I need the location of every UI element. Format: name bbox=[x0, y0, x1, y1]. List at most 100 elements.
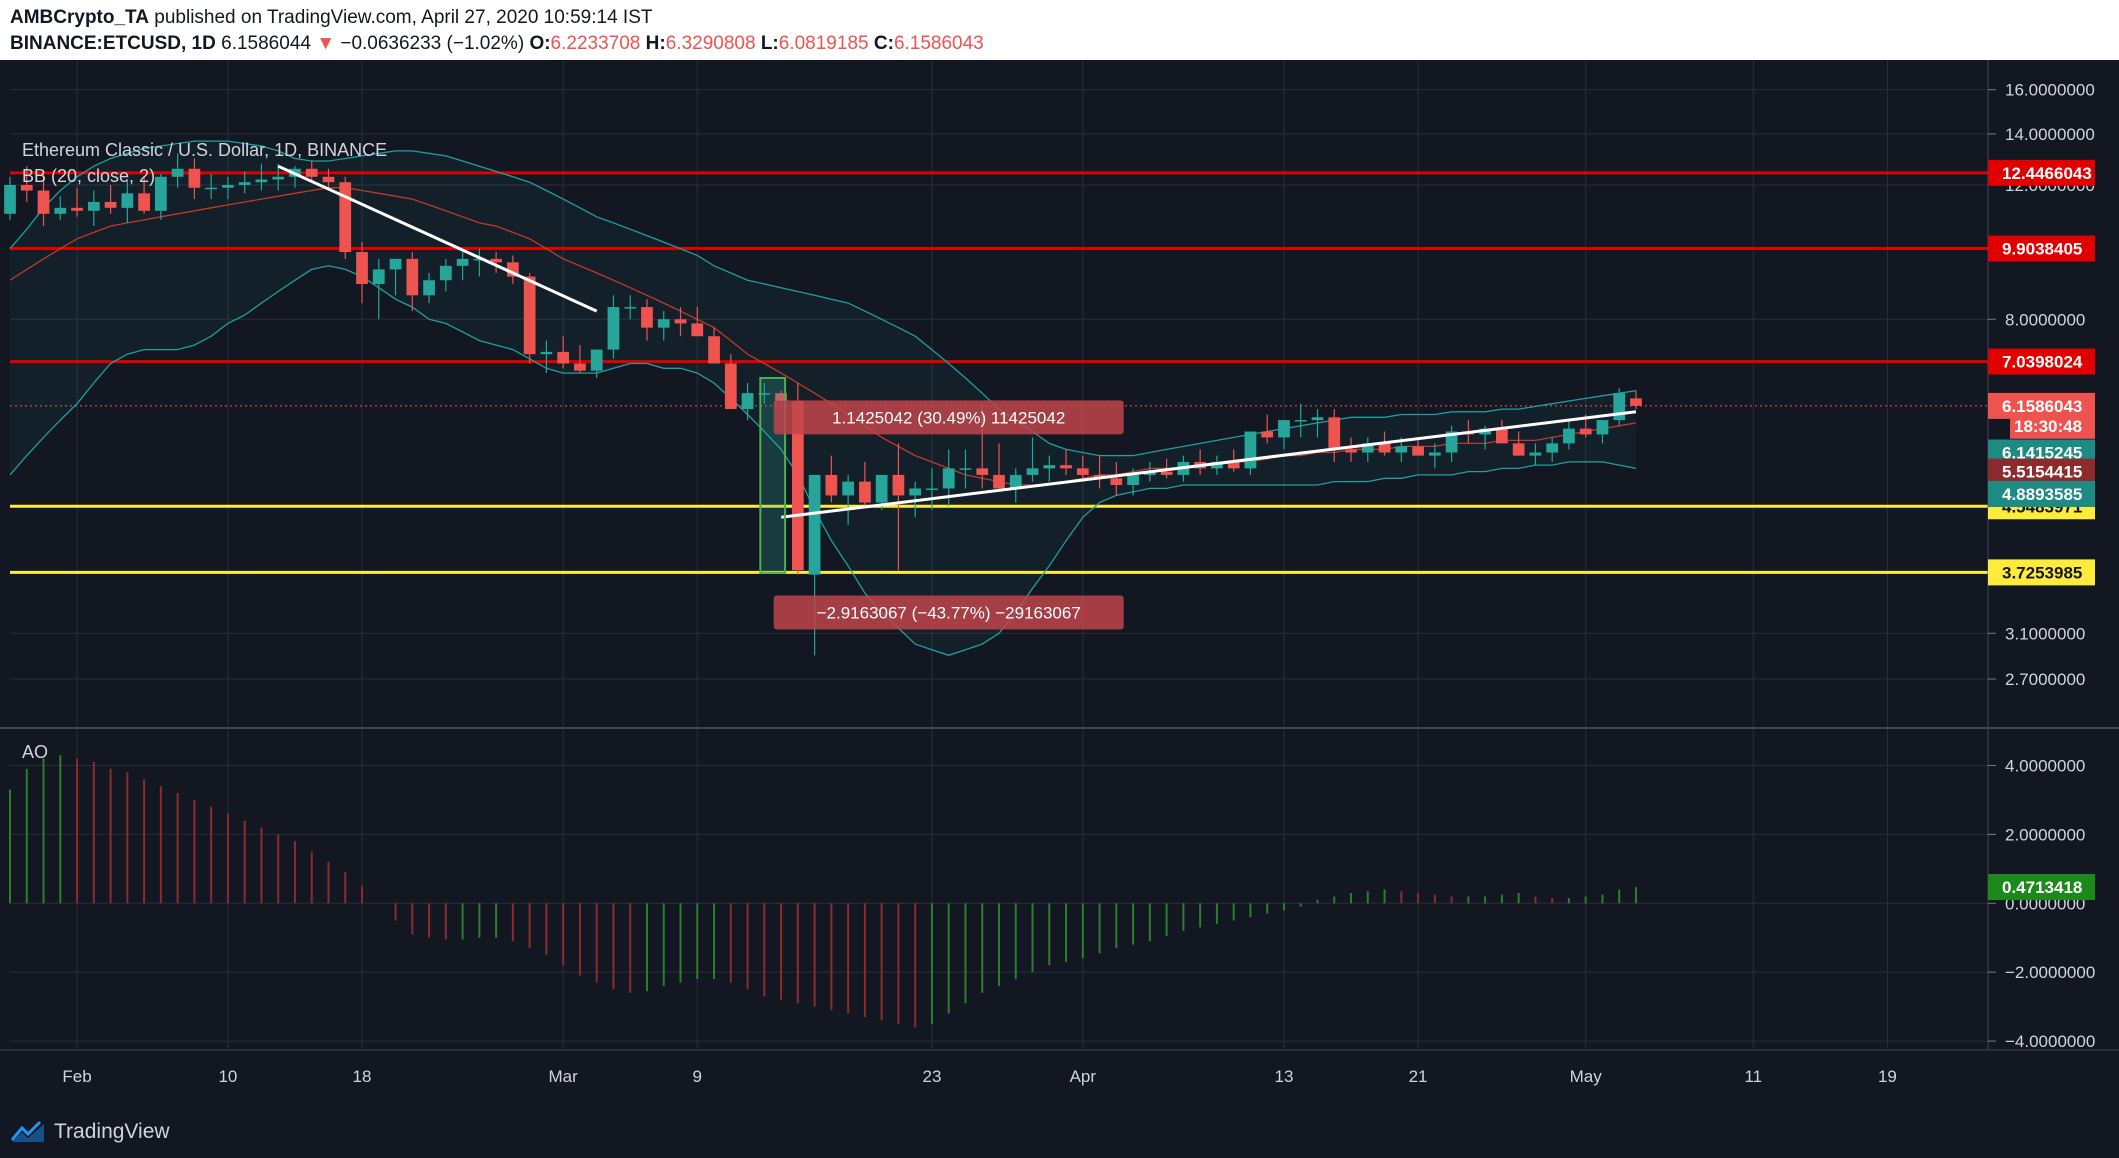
candle-body bbox=[674, 319, 687, 324]
candle bbox=[154, 174, 167, 220]
candle bbox=[339, 176, 352, 259]
candle bbox=[1244, 431, 1257, 475]
candle bbox=[1009, 468, 1022, 503]
candle-body bbox=[540, 351, 553, 355]
candle-body bbox=[1211, 461, 1223, 469]
chart-area[interactable]: 1.1425042 (30.49%) 11425042 −2.9163067 (−… bbox=[0, 60, 2119, 1106]
bb-basis-label[interactable]: 5.5154415 bbox=[1988, 458, 2095, 485]
candle-body bbox=[490, 258, 502, 263]
candle bbox=[1076, 455, 1089, 482]
candle-body bbox=[4, 184, 16, 214]
candle-body bbox=[590, 349, 603, 371]
candle-body bbox=[875, 474, 888, 503]
price-tick-label: 14.0000000 bbox=[2005, 125, 2095, 144]
candle bbox=[523, 272, 536, 364]
candle bbox=[758, 382, 771, 404]
support-2-price-label[interactable]: 3.7253985 bbox=[1988, 559, 2095, 586]
ao-tick-label: −4.0000000 bbox=[2005, 1032, 2095, 1051]
measure-upper[interactable]: 1.1425042 (30.49%) 11425042 bbox=[773, 400, 1124, 435]
trend-lines[interactable] bbox=[277, 164, 1637, 519]
bb-lower-label-bg bbox=[1988, 481, 2095, 508]
measure-lower[interactable]: −2.9163067 (−43.77%) −29163067 bbox=[773, 595, 1124, 630]
candle bbox=[1512, 431, 1525, 456]
chart-canvas[interactable]: 1.1425042 (30.49%) 11425042 −2.9163067 (−… bbox=[0, 60, 2119, 1106]
candle bbox=[1261, 414, 1274, 444]
measurement-tool[interactable]: 1.1425042 (30.49%) 11425042 −2.9163067 (−… bbox=[759, 376, 1124, 630]
close-value: 6.1586043 bbox=[893, 33, 984, 54]
candle-body bbox=[1043, 465, 1056, 469]
candle-body bbox=[993, 474, 1005, 489]
candle-body bbox=[205, 187, 218, 190]
ohlc-readout: BINANCE:ETCUSD, 1D 6.1586044 ▼ −0.063623… bbox=[10, 33, 984, 55]
time-tick-label: 18 bbox=[353, 1067, 372, 1086]
resistance-1-price-label[interactable]: 12.4466043 bbox=[1988, 159, 2095, 186]
candle-body bbox=[1261, 431, 1274, 438]
candle-body bbox=[657, 319, 670, 328]
open-label: O: bbox=[529, 33, 551, 54]
close-label: C: bbox=[873, 33, 894, 54]
candle-body bbox=[892, 474, 905, 496]
bb-upper-line bbox=[9, 140, 1637, 457]
candle bbox=[205, 174, 218, 200]
candle bbox=[1445, 425, 1458, 462]
candle bbox=[1328, 409, 1341, 462]
measure-lower-text: −2.9163067 (−43.77%) −29163067 bbox=[817, 604, 1081, 623]
candle bbox=[439, 258, 452, 292]
candle bbox=[691, 307, 704, 337]
candle-body bbox=[1428, 452, 1441, 456]
tradingview-brand[interactable]: TradingView bbox=[10, 1117, 170, 1147]
candle bbox=[121, 179, 134, 223]
time-tick-label: 23 bbox=[922, 1067, 941, 1086]
support-2-price-label-text: 3.7253985 bbox=[2002, 563, 2082, 582]
last-price-label[interactable]: 6.1586043 bbox=[1988, 392, 2095, 419]
candle-body bbox=[121, 193, 134, 208]
candle bbox=[959, 449, 972, 489]
candle bbox=[657, 311, 670, 341]
candle bbox=[1563, 420, 1575, 450]
resistance-3-price-label[interactable]: 7.0398024 bbox=[1988, 348, 2095, 375]
bb-upper-label-text: 6.1415245 bbox=[2002, 444, 2082, 463]
author-name[interactable]: AMBCrypto_TA bbox=[10, 7, 149, 28]
support-2-price-label-bg bbox=[1988, 559, 2095, 586]
resistance-2-price-label[interactable]: 9.9038405 bbox=[1988, 235, 2095, 262]
price-axes[interactable]: 16.000000014.000000012.00000008.00000003… bbox=[62, 81, 2095, 1086]
candle-body bbox=[1244, 431, 1257, 469]
candle bbox=[1110, 461, 1123, 496]
ao-last-label-bg bbox=[1988, 874, 2095, 901]
candle bbox=[607, 295, 620, 359]
candle-body bbox=[507, 262, 519, 277]
bb-basis-label-text: 5.5154415 bbox=[2002, 463, 2082, 482]
candle-body bbox=[959, 468, 972, 470]
candle-body bbox=[1227, 461, 1240, 469]
candle-body bbox=[1563, 428, 1575, 444]
candle-body bbox=[339, 182, 352, 253]
change-value: −0.0636233 (−1.02%) bbox=[340, 33, 525, 54]
ao-last-label[interactable]: 0.4713418 bbox=[1988, 874, 2095, 901]
candle-body bbox=[305, 168, 318, 177]
candle-body bbox=[439, 265, 452, 281]
time-tick-label: 21 bbox=[1409, 1067, 1428, 1086]
candle bbox=[540, 340, 553, 374]
candle bbox=[892, 443, 905, 571]
time-tick-label: Mar bbox=[549, 1067, 579, 1086]
candle bbox=[37, 174, 50, 227]
bb-lower-label-text: 4.8893585 bbox=[2002, 485, 2082, 504]
time-tick-label: May bbox=[1570, 1067, 1603, 1086]
price-tick-label: 3.1000000 bbox=[2005, 624, 2085, 643]
candle bbox=[1211, 455, 1223, 475]
candle bbox=[624, 295, 637, 320]
bb-lower-label[interactable]: 4.8893585 bbox=[1988, 481, 2095, 508]
descending-trendline[interactable] bbox=[277, 164, 598, 313]
low-value: 6.0819185 bbox=[778, 33, 869, 54]
countdown-label-text: 18:30:48 bbox=[2014, 417, 2082, 436]
candle-body bbox=[607, 307, 620, 350]
ascending-trendline[interactable] bbox=[780, 410, 1637, 519]
candle-body bbox=[1395, 446, 1408, 453]
candle-body bbox=[523, 276, 536, 355]
countdown-label[interactable]: 18:30:48 bbox=[2010, 412, 2095, 439]
candle-body bbox=[1311, 417, 1324, 421]
candle-body bbox=[1579, 428, 1592, 435]
resistance-1-price-label-bg bbox=[1988, 159, 2095, 186]
low-label: L: bbox=[760, 33, 779, 54]
last-price-label-text: 6.1586043 bbox=[2002, 397, 2082, 416]
